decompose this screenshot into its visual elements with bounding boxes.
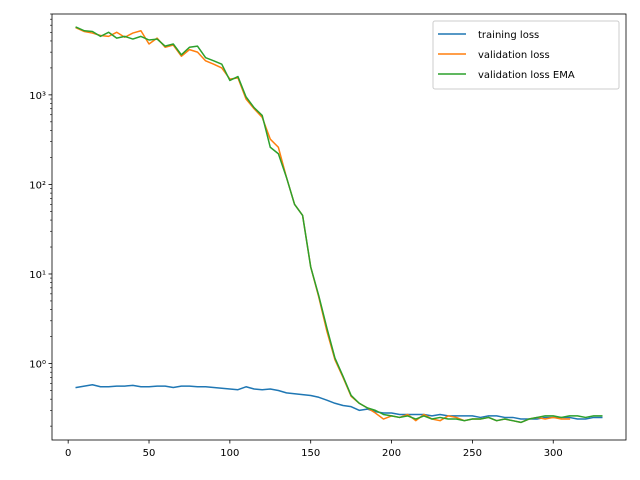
series-line-2 <box>75 26 603 424</box>
legend-box <box>432 20 620 90</box>
x-axis: 0 50 100 150 200 250 300 <box>65 440 563 459</box>
legend: training loss validation loss validation l… <box>432 20 620 90</box>
x-tick-label-4: 200 <box>382 448 401 459</box>
x-tick-label-0: 0 <box>65 448 71 459</box>
series-layer <box>75 26 603 424</box>
x-tick-label-3: 150 <box>301 448 320 459</box>
y-tick-label-3: 10³ <box>29 91 46 102</box>
y-tick-label-0: 10⁰ <box>29 360 46 371</box>
x-tick-label-1: 50 <box>143 448 156 459</box>
x-tick-label-6: 300 <box>544 448 563 459</box>
series-line-0 <box>75 383 603 420</box>
legend-label-1: validation loss <box>478 50 550 61</box>
axes-frame <box>51 13 627 441</box>
x-tick-label-5: 250 <box>463 448 482 459</box>
legend-items: training loss validation loss validation l… <box>438 30 575 81</box>
y-axis: 10⁰ 10¹ 10² 10³ <box>29 13 52 427</box>
y-tick-label-2: 10² <box>29 180 46 191</box>
legend-label-2: validation loss EMA <box>478 70 575 81</box>
legend-label-0: training loss <box>478 30 539 41</box>
y-tick-label-1: 10¹ <box>29 270 46 281</box>
x-tick-label-2: 100 <box>220 448 239 459</box>
